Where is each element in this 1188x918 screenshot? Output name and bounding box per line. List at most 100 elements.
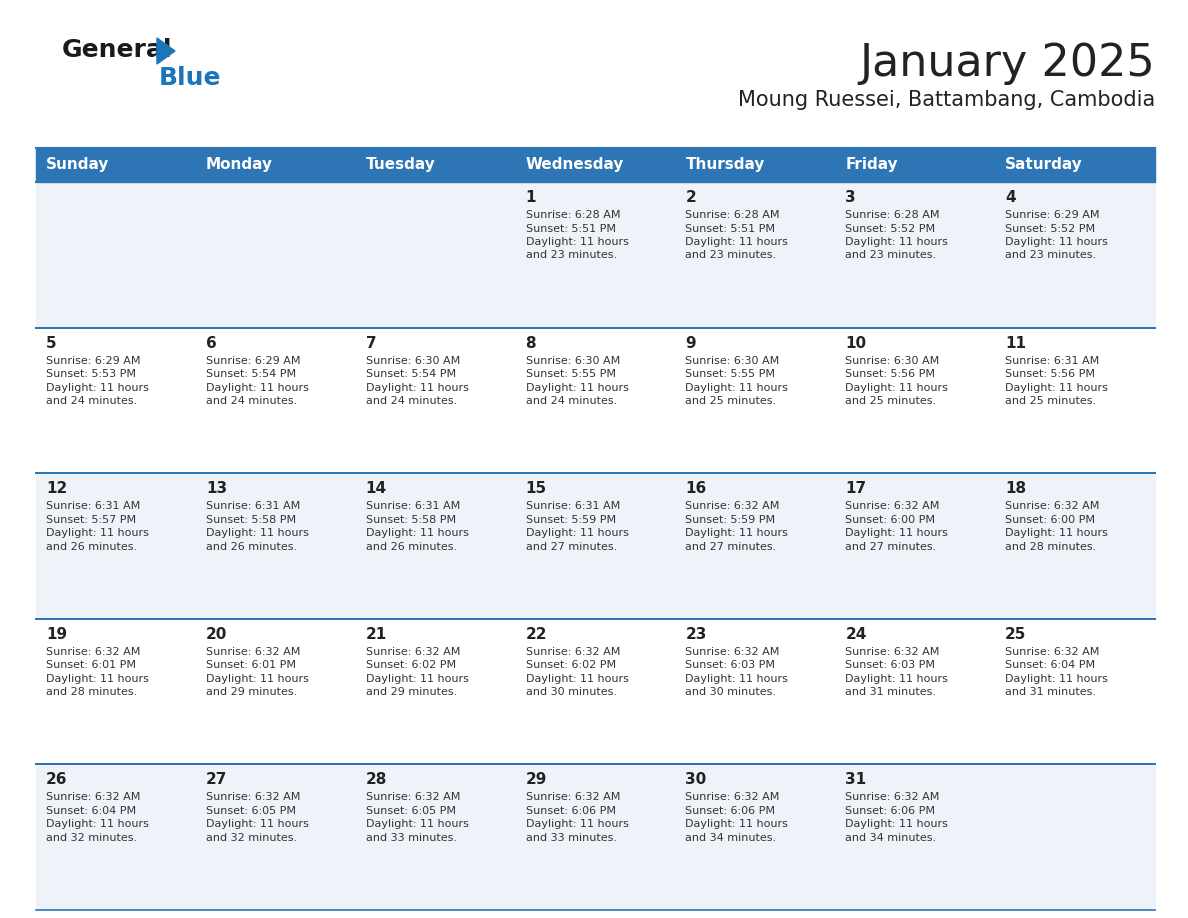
Text: Sunset: 5:55 PM: Sunset: 5:55 PM	[685, 369, 776, 379]
Text: Sunset: 5:51 PM: Sunset: 5:51 PM	[525, 223, 615, 233]
Text: 14: 14	[366, 481, 387, 497]
Text: Daylight: 11 hours: Daylight: 11 hours	[206, 674, 309, 684]
Text: 26: 26	[46, 772, 68, 788]
Text: Sunrise: 6:32 AM: Sunrise: 6:32 AM	[846, 501, 940, 511]
Text: Daylight: 11 hours: Daylight: 11 hours	[525, 528, 628, 538]
Text: and 25 minutes.: and 25 minutes.	[1005, 396, 1097, 406]
Bar	[355, 765, 516, 910]
Bar	[36, 473, 196, 619]
Text: 15: 15	[525, 481, 546, 497]
Text: Daylight: 11 hours: Daylight: 11 hours	[366, 383, 468, 393]
Text: and 24 minutes.: and 24 minutes.	[46, 396, 138, 406]
Text: Daylight: 11 hours: Daylight: 11 hours	[1005, 674, 1108, 684]
Bar	[36, 619, 196, 765]
Text: Sunset: 6:01 PM: Sunset: 6:01 PM	[206, 660, 296, 670]
Bar	[355, 619, 516, 765]
Text: 11: 11	[1005, 336, 1026, 351]
Text: and 32 minutes.: and 32 minutes.	[46, 833, 137, 843]
Text: Sunrise: 6:32 AM: Sunrise: 6:32 AM	[685, 647, 779, 656]
Bar	[355, 148, 516, 182]
Text: 1: 1	[525, 190, 536, 205]
Text: Sunrise: 6:32 AM: Sunrise: 6:32 AM	[846, 792, 940, 802]
Text: 8: 8	[525, 336, 536, 351]
Bar	[196, 473, 355, 619]
Text: 7: 7	[366, 336, 377, 351]
Text: 13: 13	[206, 481, 227, 497]
Bar	[676, 619, 835, 765]
Text: Daylight: 11 hours: Daylight: 11 hours	[46, 820, 148, 829]
Bar	[516, 619, 676, 765]
Text: Sunrise: 6:29 AM: Sunrise: 6:29 AM	[1005, 210, 1100, 220]
Text: Sunset: 6:02 PM: Sunset: 6:02 PM	[525, 660, 615, 670]
Text: 9: 9	[685, 336, 696, 351]
Text: and 25 minutes.: and 25 minutes.	[685, 396, 777, 406]
Text: 5: 5	[46, 336, 57, 351]
Text: Sunrise: 6:32 AM: Sunrise: 6:32 AM	[46, 792, 140, 802]
Text: Daylight: 11 hours: Daylight: 11 hours	[46, 674, 148, 684]
Bar	[996, 765, 1155, 910]
Text: and 30 minutes.: and 30 minutes.	[685, 688, 777, 698]
Text: Daylight: 11 hours: Daylight: 11 hours	[366, 820, 468, 829]
Bar	[355, 328, 516, 473]
Text: 17: 17	[846, 481, 866, 497]
Text: 16: 16	[685, 481, 707, 497]
Text: Monday: Monday	[206, 158, 273, 173]
Text: and 34 minutes.: and 34 minutes.	[846, 833, 936, 843]
Text: and 28 minutes.: and 28 minutes.	[1005, 542, 1097, 552]
Text: 4: 4	[1005, 190, 1016, 205]
Text: Saturday: Saturday	[1005, 158, 1083, 173]
Text: 30: 30	[685, 772, 707, 788]
Text: Sunrise: 6:32 AM: Sunrise: 6:32 AM	[366, 792, 460, 802]
Bar	[196, 182, 355, 328]
Text: Thursday: Thursday	[685, 158, 765, 173]
Text: Sunset: 6:05 PM: Sunset: 6:05 PM	[366, 806, 456, 816]
Text: Daylight: 11 hours: Daylight: 11 hours	[206, 820, 309, 829]
Text: 2: 2	[685, 190, 696, 205]
Bar	[835, 619, 996, 765]
Bar	[835, 473, 996, 619]
Text: Sunrise: 6:31 AM: Sunrise: 6:31 AM	[525, 501, 620, 511]
Text: Daylight: 11 hours: Daylight: 11 hours	[685, 383, 789, 393]
Text: Sunrise: 6:32 AM: Sunrise: 6:32 AM	[685, 792, 779, 802]
Text: and 27 minutes.: and 27 minutes.	[685, 542, 777, 552]
Bar	[835, 328, 996, 473]
Text: Daylight: 11 hours: Daylight: 11 hours	[366, 674, 468, 684]
Text: Sunrise: 6:32 AM: Sunrise: 6:32 AM	[1005, 501, 1100, 511]
Text: Daylight: 11 hours: Daylight: 11 hours	[525, 674, 628, 684]
Text: and 29 minutes.: and 29 minutes.	[366, 688, 457, 698]
Text: Daylight: 11 hours: Daylight: 11 hours	[846, 674, 948, 684]
Text: and 28 minutes.: and 28 minutes.	[46, 688, 138, 698]
Text: and 29 minutes.: and 29 minutes.	[206, 688, 297, 698]
Text: and 24 minutes.: and 24 minutes.	[366, 396, 457, 406]
Text: Sunset: 5:58 PM: Sunset: 5:58 PM	[206, 515, 296, 525]
Bar	[996, 182, 1155, 328]
Bar	[196, 619, 355, 765]
Bar	[676, 473, 835, 619]
Text: Sunrise: 6:32 AM: Sunrise: 6:32 AM	[846, 647, 940, 656]
Text: Daylight: 11 hours: Daylight: 11 hours	[846, 820, 948, 829]
Bar	[36, 328, 196, 473]
Text: and 23 minutes.: and 23 minutes.	[685, 251, 777, 261]
Bar	[996, 473, 1155, 619]
Text: 18: 18	[1005, 481, 1026, 497]
Text: Daylight: 11 hours: Daylight: 11 hours	[1005, 237, 1108, 247]
Text: and 24 minutes.: and 24 minutes.	[525, 396, 617, 406]
Text: Sunset: 6:03 PM: Sunset: 6:03 PM	[846, 660, 935, 670]
Text: 24: 24	[846, 627, 867, 642]
Text: Daylight: 11 hours: Daylight: 11 hours	[525, 820, 628, 829]
Text: Sunset: 5:57 PM: Sunset: 5:57 PM	[46, 515, 137, 525]
Text: Daylight: 11 hours: Daylight: 11 hours	[206, 528, 309, 538]
Text: Tuesday: Tuesday	[366, 158, 436, 173]
Text: Sunrise: 6:29 AM: Sunrise: 6:29 AM	[46, 355, 140, 365]
Text: and 26 minutes.: and 26 minutes.	[366, 542, 457, 552]
Text: Sunrise: 6:30 AM: Sunrise: 6:30 AM	[525, 355, 620, 365]
Text: and 31 minutes.: and 31 minutes.	[1005, 688, 1097, 698]
Bar	[36, 182, 196, 328]
Text: Daylight: 11 hours: Daylight: 11 hours	[846, 528, 948, 538]
Text: Sunset: 6:06 PM: Sunset: 6:06 PM	[685, 806, 776, 816]
Text: and 25 minutes.: and 25 minutes.	[846, 396, 936, 406]
Text: Sunset: 6:02 PM: Sunset: 6:02 PM	[366, 660, 456, 670]
Text: 21: 21	[366, 627, 387, 642]
Text: Daylight: 11 hours: Daylight: 11 hours	[1005, 383, 1108, 393]
Bar	[996, 619, 1155, 765]
